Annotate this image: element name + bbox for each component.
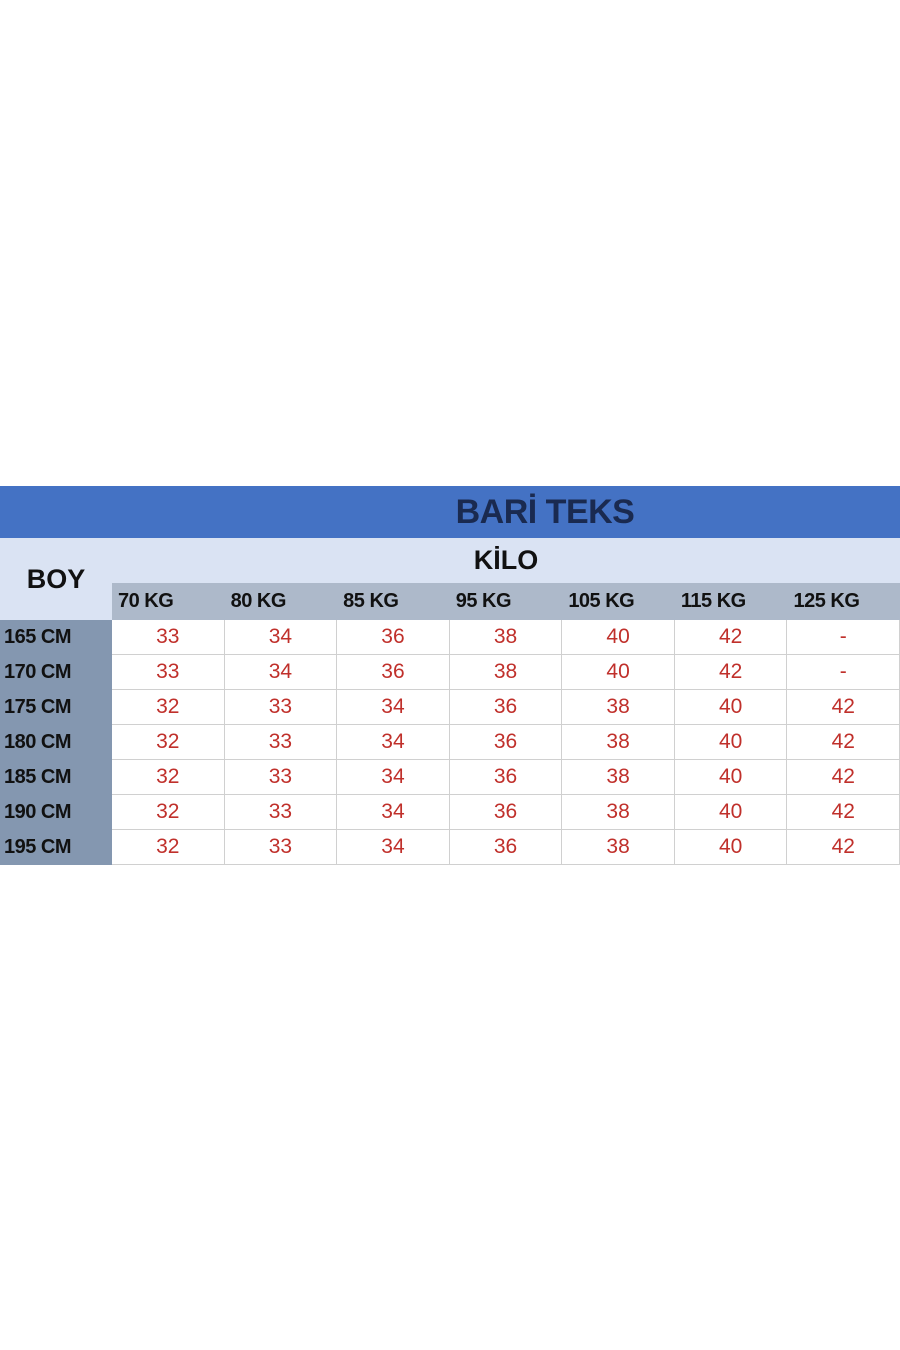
row-header: 185 CM bbox=[0, 760, 112, 795]
size-cell: 34 bbox=[224, 655, 338, 690]
table-row: 185 CM 32 33 34 36 38 40 42 bbox=[0, 760, 900, 795]
table-row: 175 CM 32 33 34 36 38 40 42 bbox=[0, 690, 900, 725]
column-header: 85 KG bbox=[343, 590, 399, 612]
size-cell: 38 bbox=[449, 655, 563, 690]
size-cell: 42 bbox=[787, 690, 900, 725]
size-cell: 40 bbox=[674, 795, 788, 830]
size-cell: 34 bbox=[337, 725, 450, 760]
row-header: 165 CM bbox=[0, 620, 112, 655]
size-cell: 40 bbox=[674, 690, 788, 725]
size-cell: 40 bbox=[674, 830, 788, 865]
size-cell: 38 bbox=[562, 830, 675, 865]
size-cell: 40 bbox=[674, 760, 788, 795]
table-row: 170 CM 33 34 36 38 40 42- bbox=[0, 655, 900, 690]
size-cell: 33 bbox=[112, 620, 225, 655]
column-header: 105 KG bbox=[568, 590, 635, 612]
weight-columns-row: 70 KG 80 KG 85 KG 95 KG 105 KG 115 KG 125 KG bbox=[112, 583, 900, 620]
row-header: 195 CM bbox=[0, 830, 112, 865]
row-header: 180 CM bbox=[0, 725, 112, 760]
column-group-label: KİLO bbox=[473, 545, 539, 575]
table-body: 165 CM 33 34 36 38 40 42-170 CM 33 34 36 38 40 42-17… bbox=[0, 620, 900, 865]
size-cell: 38 bbox=[449, 620, 563, 655]
size-cell: 42 bbox=[674, 620, 788, 655]
size-cell: 32 bbox=[112, 760, 225, 795]
size-cell: 42 bbox=[787, 795, 900, 830]
size-cell: 38 bbox=[562, 760, 675, 795]
table-title: BARİ TEKS bbox=[0, 486, 900, 538]
size-cell: 34 bbox=[224, 620, 338, 655]
size-cell: - bbox=[787, 655, 900, 690]
column-header-group: KİLO 70 KG 80 KG 85 KG 95 KG 105 KG 115 KG 125… bbox=[112, 538, 900, 620]
size-cell: 36 bbox=[337, 620, 450, 655]
size-chart-table: BARİ TEKS BOY KİLO 70 KG 80 KG 85 KG 95 KG 1… bbox=[0, 486, 900, 865]
size-cell: 38 bbox=[562, 725, 675, 760]
size-cell: 33 bbox=[224, 725, 338, 760]
size-cell: - bbox=[787, 620, 900, 655]
size-cell: 42 bbox=[674, 655, 788, 690]
size-cell: 32 bbox=[112, 690, 225, 725]
size-cell: 40 bbox=[674, 725, 788, 760]
size-cell: 36 bbox=[449, 725, 563, 760]
size-cell: 34 bbox=[337, 690, 450, 725]
column-header: 95 KG bbox=[455, 590, 512, 612]
size-cell: 36 bbox=[449, 795, 563, 830]
size-cell: 38 bbox=[562, 795, 675, 830]
table-row: 165 CM 33 34 36 38 40 42- bbox=[0, 620, 900, 655]
row-header: 170 CM bbox=[0, 655, 112, 690]
size-cell: 42 bbox=[787, 725, 900, 760]
size-cell: 34 bbox=[337, 760, 450, 795]
size-cell: 32 bbox=[112, 830, 225, 865]
size-cell: 34 bbox=[337, 795, 450, 830]
column-header: 80 KG bbox=[230, 590, 287, 612]
size-cell: 33 bbox=[224, 830, 338, 865]
size-cell: 32 bbox=[112, 725, 225, 760]
size-cell: 36 bbox=[337, 655, 450, 690]
size-cell: 42 bbox=[787, 830, 900, 865]
size-cell: 33 bbox=[224, 795, 338, 830]
size-cell: 40 bbox=[562, 655, 675, 690]
size-cell: 36 bbox=[449, 830, 563, 865]
size-cell: 33 bbox=[224, 690, 338, 725]
size-cell: 33 bbox=[112, 655, 225, 690]
table-row: 180 CM 32 33 34 36 38 40 42 bbox=[0, 725, 900, 760]
row-header: 175 CM bbox=[0, 690, 112, 725]
size-cell: 42 bbox=[787, 760, 900, 795]
size-cell: 36 bbox=[449, 760, 563, 795]
size-cell: 40 bbox=[562, 620, 675, 655]
size-cell: 33 bbox=[224, 760, 338, 795]
column-header: 115 KG bbox=[680, 590, 746, 612]
size-cell: 32 bbox=[112, 795, 225, 830]
row-header-label: BOY bbox=[26, 563, 86, 594]
table-row: 195 CM 32 33 34 36 38 40 42 bbox=[0, 830, 900, 865]
column-header: 70 KG bbox=[118, 590, 174, 612]
column-header: 125 KG bbox=[793, 590, 860, 612]
size-cell: 34 bbox=[337, 830, 450, 865]
row-header: 190 CM bbox=[0, 795, 112, 830]
header-area: BOY KİLO 70 KG 80 KG 85 KG 95 KG 105 KG 115 K… bbox=[0, 538, 900, 620]
table-row: 190 CM 32 33 34 36 38 40 42 bbox=[0, 795, 900, 830]
size-cell: 38 bbox=[562, 690, 675, 725]
size-cell: 36 bbox=[449, 690, 563, 725]
